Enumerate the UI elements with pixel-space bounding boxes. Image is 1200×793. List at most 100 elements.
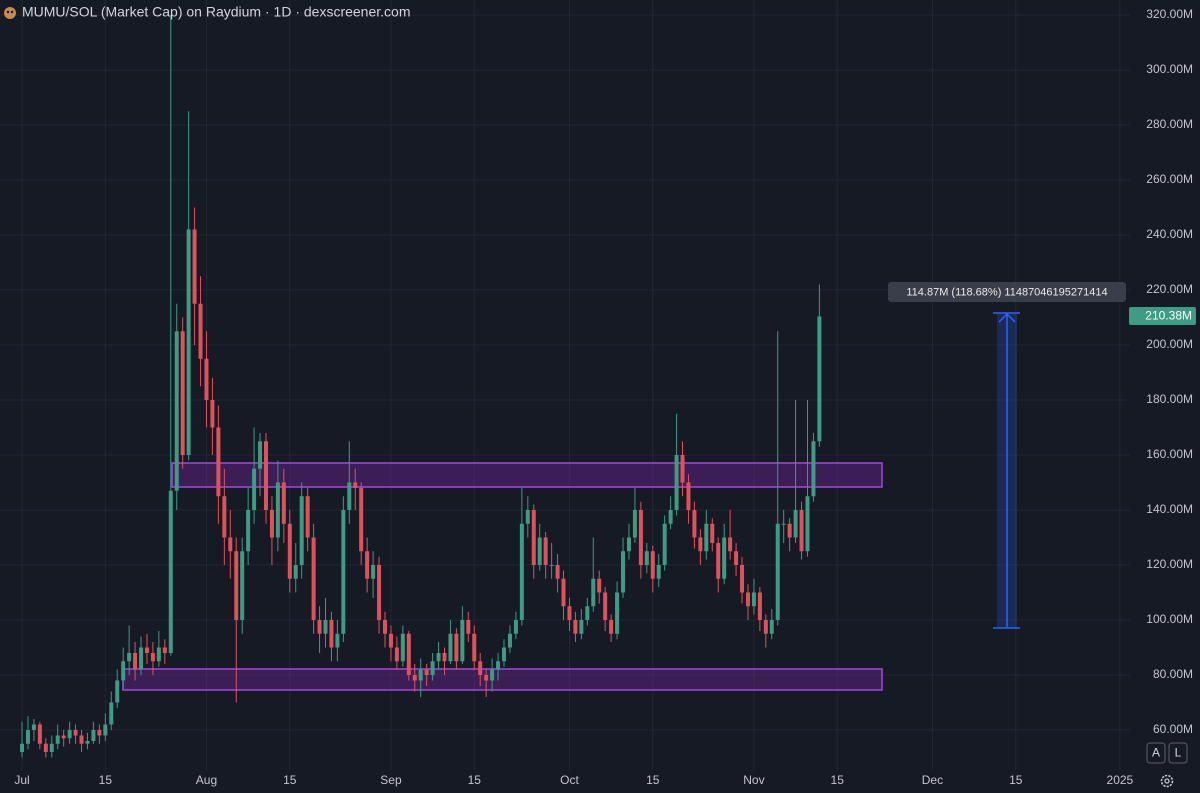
candle-body	[424, 669, 429, 675]
candle-body	[591, 578, 596, 607]
auto-scale-button[interactable]	[1146, 742, 1166, 764]
y-tick-label: 300.00M	[1146, 62, 1193, 76]
candle-body	[127, 652, 132, 662]
candle-body	[240, 551, 245, 620]
candle-body	[668, 509, 673, 524]
settings-gear-center[interactable]	[1164, 778, 1170, 784]
candle-body	[258, 441, 263, 469]
candle-body	[418, 669, 423, 681]
candle-body	[531, 509, 536, 565]
candle-body	[757, 592, 762, 620]
candle-body	[502, 647, 507, 662]
auto-scale-label[interactable]: A	[1152, 746, 1160, 760]
candle-body	[609, 619, 614, 634]
candle-body	[644, 551, 649, 565]
candles	[20, 14, 822, 758]
candle-body	[311, 537, 316, 620]
candle-body	[174, 331, 179, 491]
candle-body	[133, 652, 138, 670]
candle-body	[353, 482, 358, 488]
candle-body	[686, 482, 691, 510]
candle-body	[180, 331, 185, 455]
candle-body	[704, 523, 709, 552]
candle-body	[121, 661, 126, 681]
candle-body	[448, 633, 453, 662]
candle-body	[478, 661, 483, 675]
candle-body	[632, 509, 637, 538]
token-icon-eye	[10, 10, 14, 14]
candle-body	[698, 537, 703, 552]
candle-body	[466, 619, 471, 634]
candle-body	[484, 674, 489, 681]
candle-body	[97, 729, 102, 736]
candle-body	[31, 724, 36, 730]
candle-body	[781, 523, 786, 525]
y-tick-label: 280.00M	[1146, 117, 1193, 131]
measure-arrow-head	[998, 312, 1016, 323]
candle-body	[626, 537, 631, 552]
x-tick-label: 2025	[1107, 773, 1134, 787]
candle-body	[210, 399, 215, 428]
candle-body	[299, 496, 304, 565]
measure-tool: 114.87M (118.68%) 11487046195271414	[888, 282, 1126, 629]
y-tick-label: 200.00M	[1146, 337, 1193, 351]
candle-body	[198, 303, 203, 359]
candle-body	[359, 487, 364, 552]
candle-body	[656, 564, 661, 579]
candle-body	[769, 619, 774, 634]
x-tick-label: 15	[99, 773, 113, 787]
candle-body	[323, 619, 328, 634]
candle-body	[25, 729, 30, 744]
candle-body	[269, 509, 274, 538]
candle-body	[192, 229, 197, 304]
candle-body	[597, 578, 602, 593]
candle-body	[103, 724, 108, 736]
settings-gear[interactable]	[1160, 774, 1174, 788]
y-tick-label: 60.00M	[1153, 722, 1193, 736]
y-tick-label: 180.00M	[1146, 392, 1193, 406]
y-tick-label: 120.00M	[1146, 557, 1193, 571]
candle-body	[811, 441, 816, 497]
candle-body	[436, 652, 441, 662]
support-zone	[122, 668, 883, 691]
x-tick-label: Nov	[743, 773, 764, 787]
candle-body	[216, 427, 221, 497]
candle-body	[412, 674, 417, 681]
candle-body	[186, 229, 191, 455]
candle-body	[150, 652, 155, 662]
candle-body	[603, 592, 608, 620]
candle-body	[507, 633, 512, 648]
x-tick-label: Aug	[196, 773, 217, 787]
candle-body	[525, 509, 530, 524]
candle-body	[156, 647, 161, 662]
candle-body	[650, 551, 655, 579]
candle-body	[579, 619, 584, 634]
resistance-zone	[171, 462, 883, 488]
candle-body	[549, 564, 554, 566]
candle-body	[281, 482, 286, 524]
candle-body	[638, 509, 643, 565]
axes: 60.00M 80.00M 100.00M 120.00M 140.00M 160.00M…	[14, 7, 1193, 787]
candle-body	[799, 509, 804, 552]
log-scale-button[interactable]	[1168, 742, 1188, 764]
settings-button[interactable]	[1160, 774, 1174, 788]
log-scale-label[interactable]: L	[1175, 746, 1182, 760]
candle-body	[716, 542, 721, 579]
candle-body	[394, 647, 399, 662]
candle-body	[293, 564, 298, 579]
candle-body	[371, 564, 376, 579]
y-tick-label: 320.00M	[1146, 7, 1193, 21]
candle-body	[144, 647, 149, 653]
candle-body	[246, 509, 251, 552]
x-tick-label: 15	[468, 773, 482, 787]
candle-body	[454, 633, 459, 662]
candle-body	[335, 633, 340, 648]
candle-body	[745, 592, 750, 607]
candle-body	[740, 564, 745, 593]
candle-body	[400, 633, 405, 662]
measure-label-box	[888, 282, 1126, 302]
candle-body	[365, 551, 370, 579]
y-tick-label: 220.00M	[1146, 282, 1193, 296]
candle-body	[388, 633, 393, 648]
